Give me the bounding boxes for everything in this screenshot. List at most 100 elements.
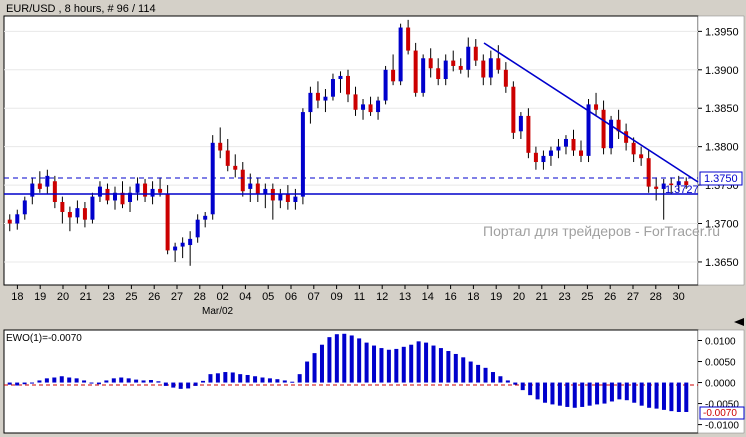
candle-down [346, 75, 350, 95]
main-plot-area[interactable] [3, 15, 699, 286]
candle-down [669, 183, 674, 186]
date-tick-label: 28 [194, 291, 206, 303]
candle-up [661, 183, 666, 189]
indicator-header: EWO(1)=-0.0070 [6, 333, 82, 344]
date-tick-label: 23 [102, 291, 114, 303]
candle-down [413, 50, 418, 93]
candle-down [255, 183, 260, 195]
price-tick-label: 1.3800 [705, 142, 739, 154]
candle-down [240, 169, 245, 192]
candle-down [601, 109, 606, 149]
indicator-bar [409, 344, 414, 383]
indicator-value-marker [699, 406, 745, 420]
candle-up [466, 46, 471, 70]
indicator-bar [312, 353, 317, 383]
candle-down [285, 194, 290, 202]
candle-up [30, 183, 35, 197]
candle-down [579, 150, 584, 156]
date-tick-label: 04 [239, 291, 251, 303]
candle-up [112, 192, 117, 201]
candle-down [533, 152, 538, 163]
scroll-handle[interactable] [734, 318, 744, 326]
indicator-bar [550, 382, 555, 405]
indicator-bar [319, 344, 324, 383]
candle-up [248, 183, 253, 189]
candle-down [594, 104, 599, 110]
date-tick-label: 14 [422, 291, 434, 303]
date-tick-label: 23 [558, 291, 570, 303]
indicator-bar [186, 382, 191, 389]
candle-up [376, 100, 381, 113]
indicator-bar [364, 342, 369, 383]
candle-down [451, 60, 456, 66]
indicator-value-label: -0.0070 [703, 408, 737, 419]
candle-up [330, 79, 335, 97]
indicator-bar [104, 380, 109, 383]
price-scale-area[interactable] [697, 15, 745, 286]
indicator-bar [171, 382, 176, 388]
candle-down [473, 46, 478, 61]
indicator-bar [208, 374, 213, 383]
date-tick-label: 09 [330, 291, 342, 303]
candle-down [52, 181, 57, 202]
candle-down [684, 181, 689, 186]
indicator-bar [416, 341, 421, 383]
candle-up [203, 215, 208, 220]
candle-down [428, 58, 433, 69]
candlesticks [7, 19, 689, 266]
candle-down [458, 65, 463, 70]
indicator-tick-label: 0.0100 [705, 337, 736, 348]
indicator-bar [565, 382, 570, 407]
indicator-bar [260, 377, 265, 383]
indicator-bar [632, 382, 637, 403]
indicator-bar [572, 382, 577, 408]
candle-down [158, 188, 163, 193]
date-tick-label: 11 [354, 291, 365, 303]
indicator-bar [676, 382, 681, 412]
candle-up [323, 96, 328, 101]
candle-down [225, 150, 230, 166]
indicator-bar [126, 378, 131, 383]
date-tick-label: 02 [216, 291, 228, 303]
indicator-bar [528, 382, 533, 396]
date-tick-label: 21 [80, 291, 92, 303]
candle-down [646, 158, 651, 187]
candle-down [624, 131, 629, 143]
indicator-bar [282, 380, 287, 383]
indicator-bar [424, 342, 429, 383]
date-tick-label: 12 [376, 291, 388, 303]
candle-up [195, 219, 200, 238]
indicator-bar [305, 361, 310, 383]
indicator-bar [401, 346, 406, 383]
indicator-bar [59, 376, 64, 383]
indicator-bar [602, 382, 607, 404]
indicator-bar [431, 345, 436, 383]
indicator-bar [609, 382, 614, 402]
date-tick-label: 27 [171, 291, 183, 303]
price-tick-label: 1.3850 [705, 103, 739, 115]
indicator-bar [639, 382, 644, 406]
indicator-bar [67, 377, 72, 383]
candle-up [210, 142, 215, 215]
indicator-bar [342, 333, 347, 383]
candle-up [586, 104, 591, 156]
candle-down [60, 201, 65, 212]
candle-up [300, 112, 305, 197]
candle-down [481, 60, 486, 78]
indicator-bar [624, 382, 629, 401]
date-tick-label: 19 [490, 291, 502, 303]
date-tick-label: 20 [513, 291, 525, 303]
indicator-bar [290, 381, 295, 383]
candle-down [7, 219, 12, 224]
date-tick-label: 27 [627, 291, 639, 303]
indicator-bar [275, 379, 280, 383]
candle-down [571, 138, 576, 151]
indicator-bar [394, 348, 399, 383]
indicator-bar [74, 378, 79, 383]
candle-up [308, 92, 313, 113]
date-tick-label: 16 [444, 291, 456, 303]
candle-up [518, 115, 523, 132]
indicator-bar [453, 353, 458, 383]
resistance-trendline[interactable] [483, 42, 699, 183]
indicator-bar [461, 357, 466, 383]
